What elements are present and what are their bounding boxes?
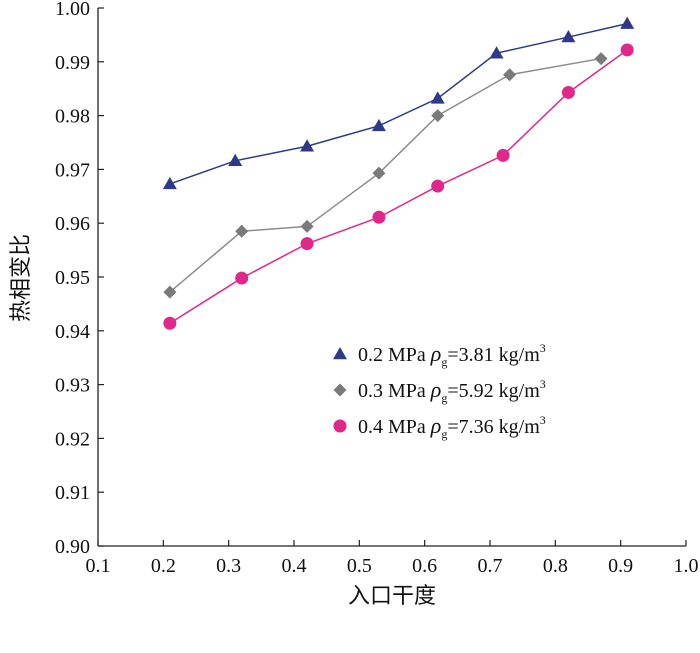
- legend: 0.2 MPa ρg=3.81 kg/m30.3 MPa ρg=5.92 kg/…: [333, 341, 546, 441]
- data-point-triangle: [561, 30, 576, 43]
- data-point-circle: [372, 210, 386, 224]
- data-point-diamond: [163, 285, 177, 299]
- data-point-diamond: [372, 166, 386, 180]
- legend-label-value: =3.81 kg/m: [447, 344, 540, 366]
- legend-label-value: =5.92 kg/m: [447, 380, 540, 402]
- y-tick-label: 0.92: [55, 428, 90, 450]
- x-tick-label: 0.5: [347, 555, 372, 577]
- y-tick-label: 0.99: [55, 52, 90, 74]
- legend-item: 0.4 MPa ρg=7.36 kg/m3: [333, 413, 546, 441]
- y-tick-label: 0.91: [55, 482, 90, 504]
- legend-marker-circle: [333, 419, 347, 433]
- legend-label-rho: ρ: [430, 413, 442, 438]
- legend-marker-diamond: [333, 383, 347, 397]
- y-tick-label: 0.93: [55, 375, 90, 397]
- legend-item: 0.3 MPa ρg=5.92 kg/m3: [333, 377, 546, 405]
- data-point-circle: [561, 85, 575, 99]
- legend-label-rho: ρ: [430, 377, 442, 402]
- data-point-diamond: [431, 109, 445, 123]
- data-point-circle: [620, 43, 634, 57]
- data-point-triangle: [228, 153, 243, 167]
- x-tick-label: 0.6: [412, 555, 437, 577]
- legend-label-pressure: 0.2 MPa: [358, 344, 431, 366]
- data-point-circle: [431, 179, 445, 193]
- legend-label: 0.3 MPa ρg=5.92 kg/m3: [358, 377, 546, 405]
- axes: 0.1 0.2 0.3 0.4 0.5 0.6 0.7 0.8 0.9 1.0 0.90 0.91 0.…: [55, 0, 699, 577]
- series-line: [169, 22, 628, 185]
- legend-label-value: =7.36 kg/m: [447, 416, 540, 438]
- x-tick-label: 0.3: [216, 555, 241, 577]
- y-tick-label: 0.95: [55, 267, 90, 289]
- legend-label-rho: ρ: [430, 341, 442, 366]
- data-point-diamond: [235, 224, 249, 238]
- legend-label-pressure: 0.3 MPa: [358, 380, 431, 402]
- x-tick-label: 0.8: [543, 555, 568, 577]
- legend-label-sup: 3: [540, 341, 546, 355]
- series-diamond: [163, 52, 608, 299]
- y-tick-label: 0.94: [55, 321, 90, 343]
- data-point-circle: [235, 271, 249, 285]
- y-tick-label: 0.97: [55, 159, 90, 181]
- legend-label-pressure: 0.4 MPa: [358, 416, 431, 438]
- data-point-diamond: [300, 219, 314, 233]
- data-point-circle: [496, 148, 510, 162]
- data-point-circle: [163, 316, 177, 330]
- legend-marker-triangle: [333, 347, 347, 360]
- data-point-triangle: [489, 46, 504, 59]
- x-tick-label: 0.2: [151, 555, 176, 577]
- x-tick-label: 0.7: [478, 555, 503, 577]
- data-point-diamond: [503, 68, 517, 82]
- y-tick-label: 1.00: [55, 0, 90, 20]
- legend-label-sub: g: [441, 391, 447, 405]
- series-triangle: [162, 16, 635, 190]
- x-tick-label: 0.1: [86, 555, 111, 577]
- x-tick-label: 0.9: [608, 555, 633, 577]
- legend-label-sub: g: [441, 355, 447, 369]
- data-point-circle: [300, 237, 314, 251]
- y-tick-label: 0.98: [55, 106, 90, 128]
- legend-item: 0.2 MPa ρg=3.81 kg/m3: [333, 341, 546, 369]
- data-point-triangle: [162, 176, 177, 190]
- y-tick-label: 0.90: [55, 536, 90, 558]
- y-tick-label: 0.96: [55, 213, 90, 235]
- x-tick-label: 1.0: [674, 555, 699, 577]
- data-point-triangle: [371, 118, 386, 132]
- series-line: [169, 57, 602, 293]
- legend-label: 0.2 MPa ρg=3.81 kg/m3: [358, 341, 546, 369]
- data-point-triangle: [300, 139, 315, 152]
- data-point-triangle: [620, 16, 635, 29]
- x-tick-label: 0.4: [282, 555, 307, 577]
- series-circle: [163, 43, 634, 330]
- legend-label-sup: 3: [540, 413, 546, 427]
- legend-label-sub: g: [441, 427, 447, 441]
- data-point-diamond: [594, 52, 608, 66]
- series-line: [169, 49, 628, 324]
- y-axis-title: 热相变比: [8, 234, 33, 322]
- legend-label: 0.4 MPa ρg=7.36 kg/m3: [358, 413, 546, 441]
- x-axis-title: 入口干度: [348, 583, 436, 608]
- series-layer: [162, 16, 635, 330]
- data-point-triangle: [430, 91, 445, 104]
- legend-label-sup: 3: [540, 377, 546, 391]
